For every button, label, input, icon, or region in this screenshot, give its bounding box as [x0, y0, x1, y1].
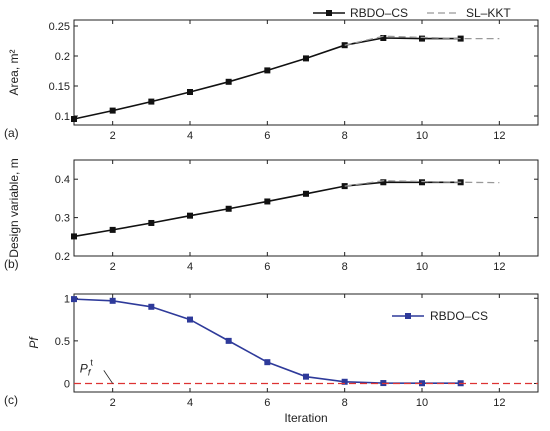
legend-label-rbdo-cs: RBDO–CS	[350, 6, 408, 20]
data-point	[109, 226, 116, 233]
y-tick-label: 0.3	[55, 213, 70, 225]
series-line-1	[73, 181, 461, 238]
x-tick-label: 6	[264, 397, 270, 409]
data-point	[225, 337, 232, 344]
data-point	[264, 198, 271, 205]
data-point	[303, 373, 309, 380]
y-axis-label: Design variable, m	[7, 158, 21, 257]
x-axis-label: Iteration	[284, 411, 327, 425]
panel-1: 2 4 6 8 10 12 0.1 0.15 0.2 0.25 (a) Area, m²	[4, 19, 539, 142]
data-point	[264, 359, 271, 366]
data-point	[71, 296, 77, 303]
data-point	[380, 179, 387, 186]
data-point	[109, 297, 116, 304]
data-point	[109, 107, 116, 114]
y-axis-label: Area, m²	[7, 49, 21, 95]
x-tick-label: 12	[493, 130, 505, 142]
data-point	[303, 55, 309, 62]
plot-frame	[73, 19, 539, 126]
data-point	[264, 67, 271, 74]
legend-label-rbdo-cs-c: RBDO–CS	[430, 309, 488, 323]
x-tick-label: 4	[187, 130, 193, 142]
data-point	[148, 303, 155, 310]
series-line-2	[344, 180, 500, 187]
data-point	[148, 219, 155, 226]
data-point	[457, 35, 464, 42]
legend-panel-c: RBDO–CS	[392, 309, 488, 323]
y-tick-label: 0.1	[55, 111, 70, 123]
data-point	[225, 78, 232, 85]
y-tick-label: 0	[64, 378, 70, 390]
y-tick-label: 0.25	[49, 21, 70, 33]
x-tick-label: 2	[110, 261, 116, 273]
data-point	[303, 190, 309, 197]
data-point	[380, 35, 387, 41]
y-tick-label: 0.15	[49, 81, 70, 93]
data-point	[187, 89, 193, 95]
legend-marker-rbdo-cs-c	[405, 313, 411, 319]
panel-label: (c)	[4, 393, 18, 407]
x-tick-label: 12	[493, 261, 505, 273]
x-tick-label: 10	[416, 261, 428, 273]
data-point	[71, 233, 77, 240]
annotation-leader	[103, 370, 113, 384]
y-axis-label: Pf	[27, 336, 41, 349]
y-tick-label: 0.4	[55, 174, 70, 186]
y-tick-label: 0.2	[55, 251, 70, 263]
y-tick-label: 0.5	[55, 336, 70, 348]
x-tick-label: 4	[187, 397, 193, 409]
plot-frame	[73, 159, 539, 257]
x-tick-label: 8	[342, 130, 348, 142]
x-tick-label: 6	[264, 261, 270, 273]
series-line-1	[73, 37, 461, 120]
x-tick-label: 12	[493, 397, 505, 409]
data-point	[419, 179, 425, 186]
x-tick-label: 8	[342, 397, 348, 409]
y-tick-label: 1	[64, 293, 70, 305]
panel-label: (b)	[4, 257, 19, 271]
data-point	[71, 116, 77, 122]
data-point	[187, 316, 193, 323]
data-point	[419, 35, 425, 42]
panel-label: (a)	[4, 126, 19, 140]
series-line-1	[73, 298, 461, 385]
annotation-pft: Pft	[80, 357, 94, 377]
legend-top: RBDO–CS SL–KKT	[313, 6, 511, 20]
x-tick-label: 2	[110, 397, 116, 409]
legend-label-sl-kkt: SL–KKT	[466, 6, 511, 20]
x-tick-label: 6	[264, 130, 270, 142]
data-point	[148, 98, 155, 105]
panel-2: 2 4 6 8 10 12 0.2 0.3 0.4 (b)Design variable, m	[4, 158, 539, 273]
legend-marker-rbdo-cs	[326, 10, 332, 16]
panel-3: 2 4 6 8 10 12 0 0.5 1 (c) Pf Pft	[4, 293, 539, 409]
x-tick-label: 4	[187, 261, 193, 273]
y-tick-label: 0.2	[55, 51, 70, 63]
x-tick-label: 8	[342, 261, 348, 273]
series-line-2	[344, 35, 500, 46]
x-tick-label: 10	[416, 130, 428, 142]
data-point	[341, 378, 348, 385]
plot-frame	[73, 293, 539, 393]
data-point	[225, 205, 232, 212]
data-point	[187, 212, 193, 219]
x-tick-label: 2	[110, 130, 116, 142]
x-tick-label: 10	[416, 397, 428, 409]
